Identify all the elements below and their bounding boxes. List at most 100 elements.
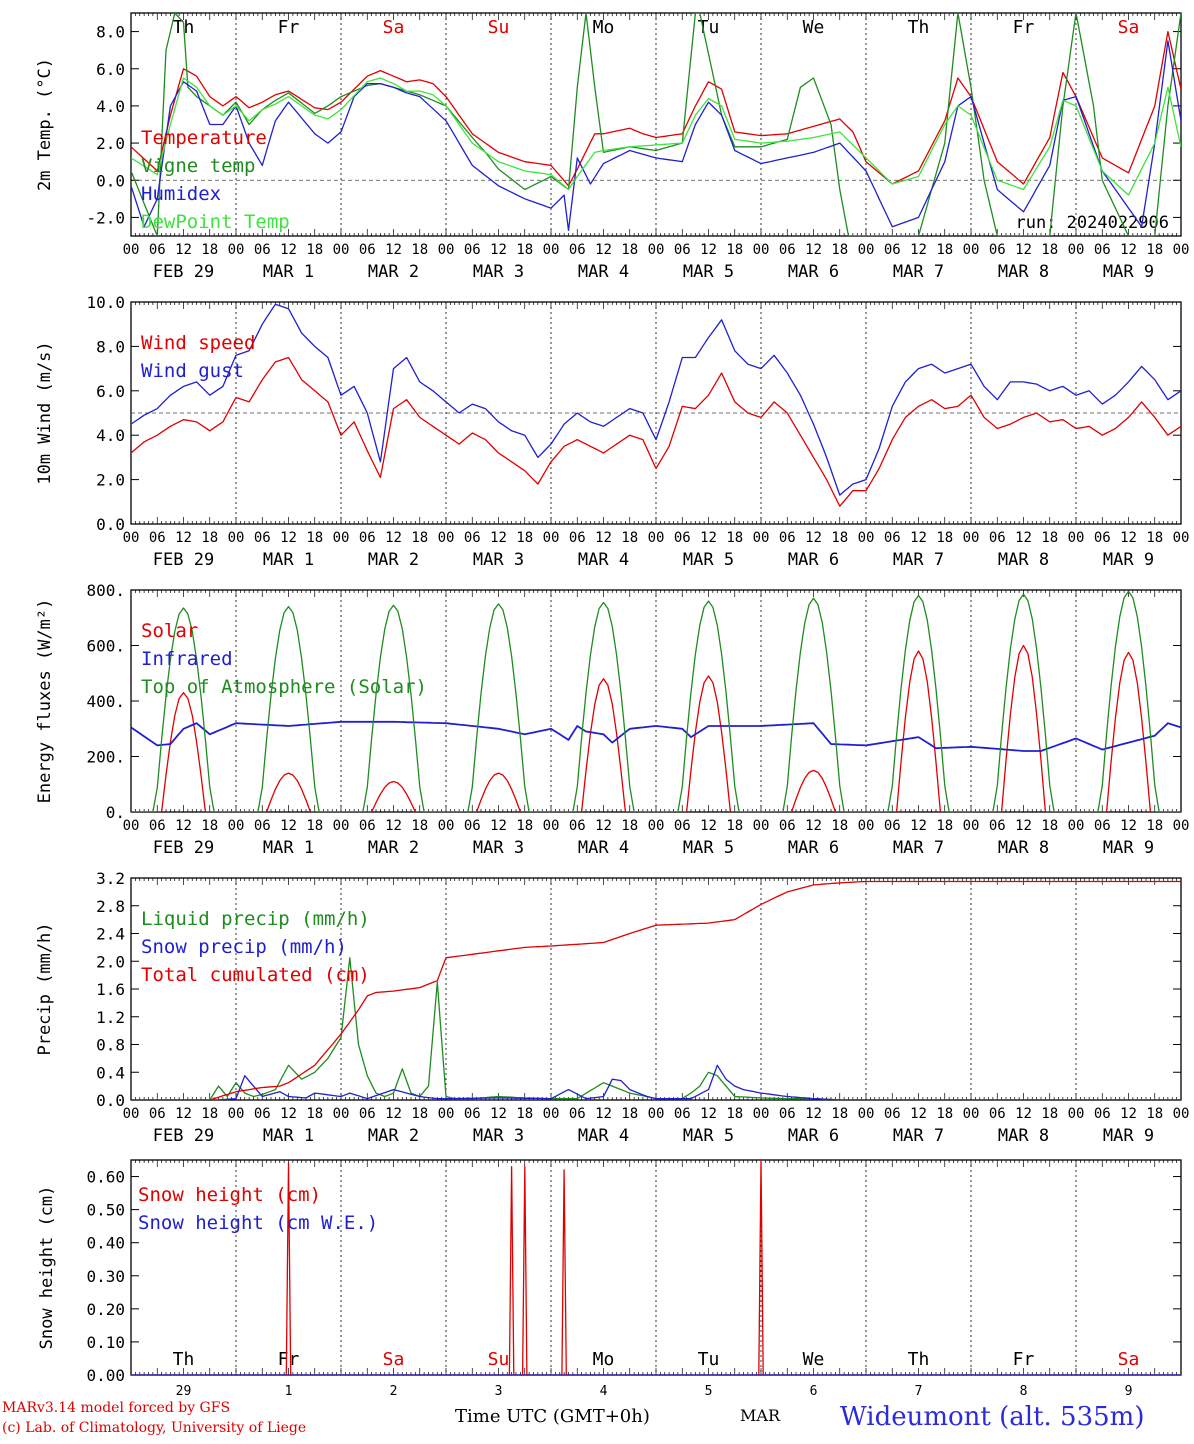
x-hour-label: 06 [464,1106,481,1122]
x-hour-label: 06 [254,242,271,258]
weekday-label: Mo [593,1349,615,1370]
model-credit: MARv3.14 model forced by GFS [2,1400,231,1416]
series-line-dewpoint-temp [131,77,1181,196]
y-tick-label: 0.0 [96,515,125,534]
x-hour-label: 12 [385,1106,402,1122]
x-day-number: 6 [810,1384,818,1399]
panel-2: 0.0 2.0 4.0 6.0 8.0 10.0 10m Wind (m/s) 00 06 12 1… [35,293,1189,570]
x-date-label: MAR 7 [893,838,944,858]
x-hour-label: 12 [700,1106,717,1122]
x-date-label: MAR 8 [998,262,1049,282]
x-hour-label: 18 [831,818,848,834]
x-hour-label: 06 [359,530,376,546]
x-date-label: MAR 6 [788,838,839,858]
x-hour-label: 00 [228,818,245,834]
x-hour-label: 18 [1146,530,1163,546]
y-tick-label: 0.20 [86,1300,125,1319]
x-hour-label: 12 [1120,818,1137,834]
weekday-label: Su [488,17,510,38]
weekday-label: Su [488,1349,510,1370]
x-date-label: MAR 4 [578,1126,629,1146]
x-hour-label: 12 [805,242,822,258]
x-hour-label: 00 [543,530,560,546]
x-hour-label: 00 [333,242,350,258]
y-tick-label: 0.4 [96,1063,125,1082]
x-hour-label: 06 [359,242,376,258]
x-hour-label: 18 [1041,1106,1058,1122]
x-date-label: MAR 8 [998,550,1049,570]
series-line-temperature [131,30,1181,187]
x-day-number: 3 [495,1384,503,1399]
y-tick-label: 6.0 [96,60,125,79]
x-day-number: 8 [1020,1384,1028,1399]
x-hour-label: 00 [648,242,665,258]
x-hour-label: 06 [254,1106,271,1122]
legend-entry: Liquid precip (mm/h) [141,908,370,930]
x-date-label: MAR 4 [578,550,629,570]
x-hour-label: 12 [1015,818,1032,834]
x-date-label: MAR 2 [368,262,419,282]
x-hour-label: 18 [1041,818,1058,834]
x-date-label: MAR 7 [893,550,944,570]
y-tick-label: 2.8 [96,897,125,916]
weekday-label: Th [908,1349,930,1370]
x-hour-label: 12 [490,1106,507,1122]
x-hour-label: 12 [490,818,507,834]
series-group [131,13,1181,236]
y-tick-label: 1.2 [96,1008,125,1027]
x-hour-label: 18 [1041,242,1058,258]
x-hour-label: 06 [779,1106,796,1122]
x-hour-label: 18 [516,1106,533,1122]
y-tick-label: 2.4 [96,925,125,944]
series-line-humidex [131,40,1181,232]
x-hour-label: 00 [753,242,770,258]
x-hour-label: 12 [490,530,507,546]
x-hour-label: 12 [385,818,402,834]
x-hour-label: 06 [884,530,901,546]
legend-entry: Snow precip (mm/h) [141,936,347,958]
x-hour-label: 06 [149,242,166,258]
x-hour-label: 18 [201,818,218,834]
x-hour-label: 12 [175,1106,192,1122]
x-hour-label: 00 [1068,530,1085,546]
run-label: run: 2024022906 [1015,213,1169,233]
x-hour-label: 06 [464,818,481,834]
legend-entry: Total cumulated (cm) [141,964,370,986]
x-hour-label: 00 [438,530,455,546]
weekday-label: Th [908,17,930,38]
lab-credit: (c) Lab. of Climatology, University of L… [2,1420,307,1436]
x-hour-label: 00 [228,242,245,258]
y-tick-label: 4.0 [96,426,125,445]
legend-entry: Top of Atmosphere (Solar) [141,676,427,698]
x-hour-label: 00 [963,530,980,546]
x-hour-label: 18 [936,818,953,834]
x-hour-label: 00 [543,1106,560,1122]
x-hour-label: 06 [989,1106,1006,1122]
x-hour-label: 00 [648,530,665,546]
y-tick-label: 800. [86,581,125,600]
x-hour-label: 18 [411,242,428,258]
x-hour-label: 18 [1146,242,1163,258]
x-hour-label: 18 [1146,1106,1163,1122]
x-date-label: MAR 9 [1103,1126,1154,1146]
x-hour-label: 18 [516,530,533,546]
y-tick-label: 0.60 [86,1168,125,1187]
x-day-number: 2 [390,1384,398,1399]
x-hour-label: 06 [359,1106,376,1122]
x-hour-label: 18 [306,818,323,834]
panel-3: 0. 200. 400. 600. 800. Energy fluxes (W/m²) 00… [35,581,1189,858]
x-hour-label: 06 [779,818,796,834]
series-line-snow-height-cm- [131,1160,1181,1375]
x-hour-label: 00 [858,242,875,258]
x-date-label: MAR 3 [473,838,524,858]
weekday-label: Sa [383,1349,405,1370]
x-hour-label: 12 [910,242,927,258]
x-hour-label: 12 [700,818,717,834]
y-tick-label: 0.00 [86,1366,125,1385]
x-hour-label: 06 [254,530,271,546]
x-hour-label: 12 [595,242,612,258]
y-tick-label: 3.2 [96,869,125,888]
x-hour-label: 00 [963,818,980,834]
x-hour-label: 00 [753,530,770,546]
x-hour-label: 06 [1094,818,1111,834]
